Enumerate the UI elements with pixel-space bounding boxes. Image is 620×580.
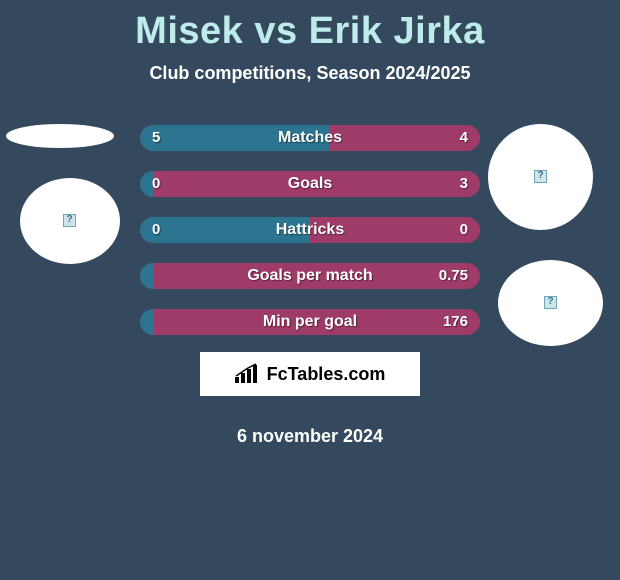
stat-row: 5Matches4 xyxy=(140,125,480,151)
stat-value-right: 0.75 xyxy=(439,263,468,289)
date-text: 6 november 2024 xyxy=(0,426,620,447)
team-logo-left xyxy=(6,124,114,148)
stat-label: Goals per match xyxy=(140,263,480,289)
stat-value-right: 3 xyxy=(460,171,468,197)
bar-chart-icon xyxy=(235,363,261,385)
subtitle: Club competitions, Season 2024/2025 xyxy=(0,63,620,84)
stat-label: Goals xyxy=(140,171,480,197)
stat-row: 0Hattricks0 xyxy=(140,217,480,243)
brand-text: FcTables.com xyxy=(267,364,386,385)
image-placeholder-icon xyxy=(63,214,76,227)
stat-value-right: 176 xyxy=(443,309,468,335)
stat-value-right: 4 xyxy=(460,125,468,151)
player-avatar-right xyxy=(498,260,603,346)
stat-row: Goals per match0.75 xyxy=(140,263,480,289)
image-placeholder-icon xyxy=(534,170,547,183)
stat-label: Hattricks xyxy=(140,217,480,243)
stat-value-right: 0 xyxy=(460,217,468,243)
player-avatar-left xyxy=(20,178,120,264)
team-logo-right xyxy=(488,124,593,230)
stat-label: Min per goal xyxy=(140,309,480,335)
stat-row: Min per goal176 xyxy=(140,309,480,335)
image-placeholder-icon xyxy=(544,296,557,309)
stat-label: Matches xyxy=(140,125,480,151)
stat-row: 0Goals3 xyxy=(140,171,480,197)
comparison-bars: 5Matches40Goals30Hattricks0Goals per mat… xyxy=(140,125,480,355)
brand-badge: FcTables.com xyxy=(200,352,420,396)
page-title: Misek vs Erik Jirka xyxy=(0,0,620,53)
